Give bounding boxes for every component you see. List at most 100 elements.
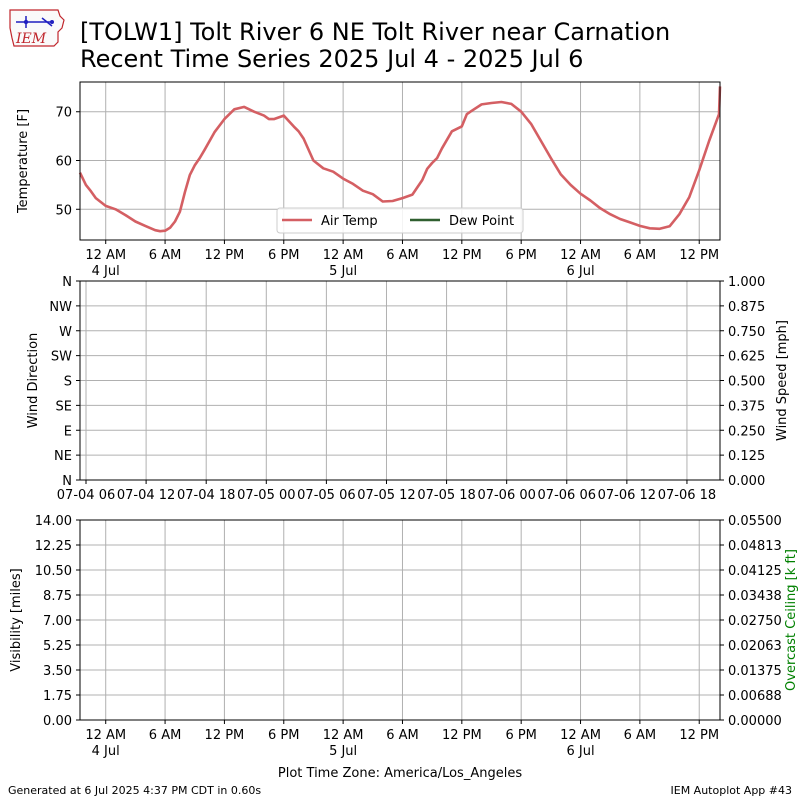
- y-tick-label: 0.00: [43, 714, 72, 729]
- y-tick-label: 14.00: [35, 514, 72, 529]
- logo-station-dot: [50, 20, 54, 24]
- x-tick-label: 07-05 12: [357, 488, 415, 503]
- y-tick-label: 60: [55, 155, 72, 170]
- x-tick-label: 6 AM: [386, 728, 419, 743]
- y-right-tick-label: 0.750: [728, 325, 765, 340]
- y-right-tick-label: 0.125: [728, 449, 765, 464]
- x-tick-label: 07-04 06: [57, 488, 115, 503]
- y-right-tick-label: 0.01375: [728, 664, 782, 679]
- x-tick-label: 07-06 12: [598, 488, 656, 503]
- generated-timestamp: Generated at 6 Jul 2025 4:37 PM CDT in 0…: [8, 784, 262, 797]
- x-tick-label-date: 5 Jul: [329, 264, 357, 279]
- y-right-tick-label: 0.04125: [728, 564, 782, 579]
- y-right-tick-label: 0.250: [728, 424, 765, 439]
- y-axis-label: Temperature [F]: [16, 109, 31, 214]
- x-tick-label: 6 AM: [624, 728, 657, 743]
- x-tick-label: 07-05 00: [237, 488, 295, 503]
- y-right-axis-label: Overcast Ceiling [k ft]: [784, 549, 799, 691]
- x-tick-label: 07-05 06: [297, 488, 355, 503]
- iowa-state-outline: [9, 9, 65, 47]
- x-tick-label: 12 AM: [85, 248, 126, 263]
- y-right-tick-label: 0.03438: [728, 589, 782, 604]
- x-tick-label: 6 AM: [624, 248, 657, 263]
- y-tick-label: E: [64, 424, 72, 439]
- y-axis-label: Visibility [miles]: [9, 568, 24, 671]
- x-tick-label-date: 6 Jul: [566, 264, 594, 279]
- x-tick-label: 12 AM: [560, 248, 601, 263]
- x-tick-label: 12 PM: [442, 728, 482, 743]
- plot-area-border: [79, 519, 721, 721]
- y-tick-label: W: [59, 325, 72, 340]
- x-tick-label: 6 PM: [505, 248, 536, 263]
- y-tick-label: N: [62, 275, 72, 290]
- y-tick-label: 10.50: [35, 564, 72, 579]
- y-tick-label: SW: [51, 350, 72, 365]
- y-right-axis-label: Wind Speed [mph]: [775, 320, 790, 441]
- y-tick-label: 8.75: [43, 589, 72, 604]
- x-tick-label: 07-05 18: [417, 488, 475, 503]
- x-tick-label: 6 AM: [149, 248, 182, 263]
- x-tick-label: 12 PM: [205, 728, 245, 743]
- x-tick-label-date: 5 Jul: [329, 744, 357, 759]
- x-tick-label-date: 4 Jul: [92, 744, 120, 759]
- x-tick-label: 12 AM: [323, 728, 364, 743]
- chart-subtitle: Recent Time Series 2025 Jul 4 - 2025 Jul…: [80, 45, 584, 73]
- y-right-tick-label: 0.00688: [728, 689, 782, 704]
- logo-station-line: [41, 17, 53, 27]
- x-tick-label: 07-04 18: [177, 488, 235, 503]
- y-right-tick-label: 0.02063: [728, 639, 782, 654]
- legend-box: [276, 207, 524, 234]
- y-tick-label: 50: [55, 203, 72, 218]
- y-tick-label: 5.25: [43, 639, 72, 654]
- y-axis-label: Wind Direction: [26, 333, 41, 429]
- x-tick-label: 6 AM: [386, 248, 419, 263]
- y-right-tick-label: 0.500: [728, 375, 765, 390]
- legend-label-dew-point: Dew Point: [449, 214, 514, 229]
- y-tick-label: NW: [49, 300, 72, 315]
- x-tick-label: 6 AM: [149, 728, 182, 743]
- y-right-tick-label: 0.02750: [728, 614, 782, 629]
- series-line-air-temp: [78, 86, 722, 233]
- legend-label-air-temp: Air Temp: [321, 214, 378, 229]
- y-tick-label: NE: [54, 449, 72, 464]
- y-tick-label: 3.50: [43, 664, 72, 679]
- x-tick-label: 12 AM: [560, 728, 601, 743]
- x-tick-label: 12 PM: [679, 248, 719, 263]
- x-axis-label: Plot Time Zone: America/Los_Angeles: [278, 766, 522, 781]
- x-tick-label-date: 4 Jul: [92, 264, 120, 279]
- y-right-tick-label: 0.625: [728, 350, 765, 365]
- chart-title: [TOLW1] Tolt River 6 NE Tolt River near …: [80, 18, 671, 46]
- iem-logo: IEM: [9, 9, 65, 47]
- y-tick-label: 70: [55, 106, 72, 121]
- y-tick-label: SE: [56, 399, 72, 414]
- logo-text: IEM: [15, 31, 47, 47]
- y-tick-label: N: [62, 474, 72, 489]
- x-tick-label: 07-06 06: [538, 488, 596, 503]
- x-tick-label: 12 AM: [323, 248, 364, 263]
- x-tick-label-date: 6 Jul: [566, 744, 594, 759]
- x-tick-label: 6 PM: [505, 728, 536, 743]
- plot-area-border: [79, 280, 721, 481]
- plot-area-border: [79, 81, 721, 241]
- x-tick-label: 6 PM: [268, 728, 299, 743]
- y-tick-label: 7.00: [43, 614, 72, 629]
- y-tick-label: 12.25: [35, 539, 72, 554]
- x-tick-label: 07-04 12: [117, 488, 175, 503]
- y-right-tick-label: 1.000: [728, 275, 765, 290]
- x-tick-label: 07-06 18: [658, 488, 716, 503]
- autoplot-app-label: IEM Autoplot App #43: [670, 784, 793, 797]
- y-right-tick-label: 0.00000: [728, 714, 782, 729]
- y-right-tick-label: 0.04813: [728, 539, 782, 554]
- y-right-tick-label: 0.875: [728, 300, 765, 315]
- x-tick-label: 12 AM: [85, 728, 126, 743]
- x-tick-label: 12 PM: [679, 728, 719, 743]
- y-right-tick-label: 0.375: [728, 399, 765, 414]
- x-tick-label: 12 PM: [205, 248, 245, 263]
- logo-station-dot: [23, 19, 29, 25]
- y-right-tick-label: 0.000: [728, 474, 765, 489]
- x-tick-label: 12 PM: [442, 248, 482, 263]
- x-tick-label: 07-06 00: [477, 488, 535, 503]
- y-tick-label: 1.75: [43, 689, 72, 704]
- y-tick-label: S: [64, 375, 72, 390]
